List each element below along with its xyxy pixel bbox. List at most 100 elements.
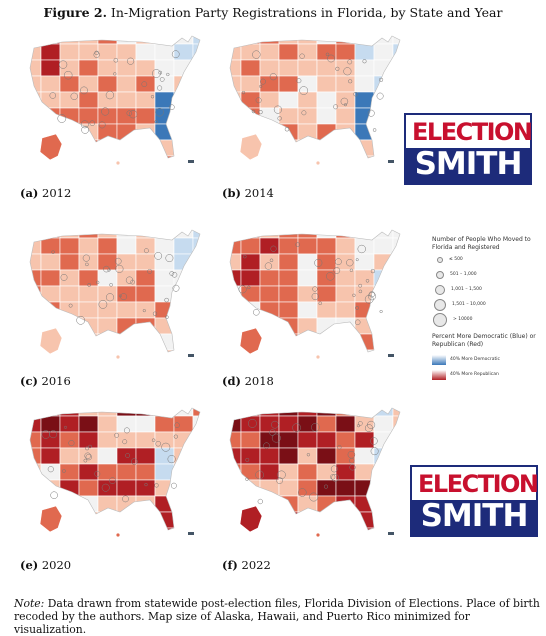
registration-circle <box>323 484 329 489</box>
state-region <box>335 123 356 141</box>
state-region <box>135 285 156 303</box>
registration-circle <box>51 250 55 254</box>
state-region <box>297 237 318 255</box>
logo-bottom-text: SMITH <box>414 146 523 182</box>
state-region <box>392 59 400 77</box>
state-region <box>335 317 356 335</box>
registration-circle <box>105 90 115 100</box>
state-region <box>78 59 99 77</box>
state-region <box>297 317 318 335</box>
state-region <box>116 75 137 93</box>
state-region <box>230 317 242 335</box>
registration-circle <box>87 283 92 287</box>
caption-label: (e) <box>20 558 39 572</box>
state-region <box>230 107 242 125</box>
registration-circle <box>318 301 322 306</box>
registration-circle <box>164 297 169 303</box>
registration-circle <box>57 114 67 123</box>
registration-circle <box>85 262 89 267</box>
state-region <box>30 333 42 351</box>
registration-circle <box>243 254 247 259</box>
registration-circle <box>118 294 122 298</box>
registration-circle <box>49 430 58 439</box>
state-region <box>98 172 117 178</box>
state-region <box>335 333 356 351</box>
state-region <box>193 366 212 372</box>
state-region <box>278 463 299 481</box>
state-region <box>136 366 155 372</box>
registration-circle <box>311 292 319 301</box>
state-region <box>174 544 193 550</box>
map-panel-2018 <box>222 222 412 372</box>
caption-label: (f) <box>222 558 238 572</box>
registration-circle <box>81 126 89 134</box>
state-region <box>30 230 42 239</box>
state-region <box>259 349 280 352</box>
registration-circle <box>284 126 290 132</box>
state-region <box>278 123 299 141</box>
state-region <box>116 479 137 497</box>
state-region <box>78 301 99 319</box>
state-region <box>259 333 280 351</box>
legend-size-label: > 10000 <box>453 317 473 322</box>
registration-circle <box>150 95 155 99</box>
state-region <box>192 123 200 141</box>
registration-circle <box>370 447 379 456</box>
state-region <box>316 59 337 77</box>
state-region <box>192 285 200 303</box>
state-region <box>259 107 280 125</box>
state-region <box>192 155 200 158</box>
figure-note: Note: Data drawn from statewide post-ele… <box>14 597 544 636</box>
registration-circle <box>170 482 177 489</box>
state-region <box>373 349 394 352</box>
state-region <box>22 172 41 178</box>
state-region <box>154 447 175 465</box>
state-region <box>116 59 137 77</box>
registration-circle <box>277 470 286 480</box>
state-region <box>116 317 137 335</box>
state-region <box>279 366 298 372</box>
registration-circle <box>131 458 138 465</box>
state-region <box>316 43 337 61</box>
state-region <box>355 366 374 372</box>
registration-circle <box>247 285 251 290</box>
legend-size-label: 1,501 – 10,000 <box>452 302 486 307</box>
registration-circle <box>155 440 161 447</box>
state-region <box>230 43 242 61</box>
legend-red-label: 40% More Republican <box>450 372 499 377</box>
state-region <box>297 431 318 449</box>
registration-circle <box>85 446 90 451</box>
state-region <box>297 479 318 497</box>
state-region <box>154 230 175 239</box>
registration-circle <box>98 121 106 129</box>
state-region <box>192 139 200 157</box>
state-region <box>297 43 318 61</box>
state-region <box>154 349 175 352</box>
state-region <box>336 544 355 550</box>
state-region <box>59 139 80 157</box>
registration-circle <box>155 107 164 117</box>
state-region <box>192 431 200 449</box>
state-region <box>373 408 394 417</box>
registration-circle <box>68 303 73 308</box>
state-region <box>374 172 393 178</box>
registration-circle <box>114 432 120 438</box>
state-region <box>374 544 393 550</box>
state-region <box>316 253 337 271</box>
state-region <box>98 366 117 372</box>
caption-year: 2022 <box>241 558 271 572</box>
registration-circle <box>101 483 110 492</box>
puerto-rico-inset <box>188 532 194 535</box>
legend-color-title: Percent More Democratic (Blue) or Republ… <box>432 333 536 348</box>
registration-circle <box>352 293 356 297</box>
state-region <box>97 301 118 319</box>
caption-2016: (c) 2016 <box>20 374 71 388</box>
state-region <box>316 237 337 255</box>
state-region <box>192 333 200 351</box>
registration-circle <box>247 418 257 428</box>
state-region <box>230 408 242 417</box>
state-region <box>97 36 118 45</box>
registration-circle <box>85 453 92 461</box>
registration-circle <box>333 104 339 110</box>
state-region <box>30 479 42 497</box>
